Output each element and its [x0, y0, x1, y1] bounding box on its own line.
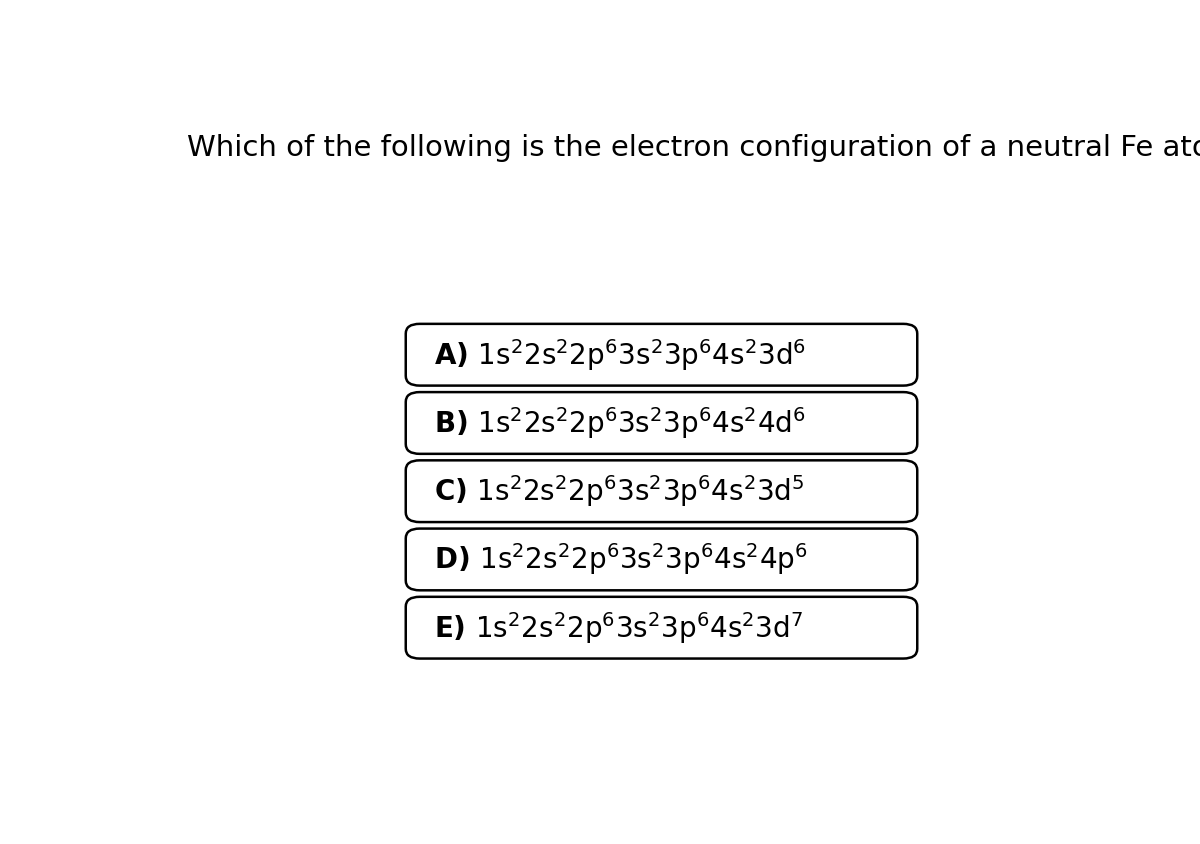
FancyBboxPatch shape	[406, 597, 917, 658]
FancyBboxPatch shape	[406, 392, 917, 454]
FancyBboxPatch shape	[406, 324, 917, 386]
Text: C) $\mathrm{1s^22s^22p^63s^23p^64s^23d^5}$: C) $\mathrm{1s^22s^22p^63s^23p^64s^23d^5…	[433, 473, 804, 509]
Text: E) $\mathrm{1s^22s^22p^63s^23p^64s^23d^7}$: E) $\mathrm{1s^22s^22p^63s^23p^64s^23d^7…	[433, 609, 803, 646]
Text: A) $\mathrm{1s^22s^22p^63s^23p^64s^23d^6}$: A) $\mathrm{1s^22s^22p^63s^23p^64s^23d^6…	[433, 337, 805, 373]
FancyBboxPatch shape	[406, 460, 917, 522]
FancyBboxPatch shape	[406, 528, 917, 590]
Text: D) $\mathrm{1s^22s^22p^63s^23p^64s^24p^6}$: D) $\mathrm{1s^22s^22p^63s^23p^64s^24p^6…	[433, 542, 808, 577]
Text: Which of the following is the electron configuration of a neutral Fe atom?: Which of the following is the electron c…	[187, 133, 1200, 162]
Text: B) $\mathrm{1s^22s^22p^63s^23p^64s^24d^6}$: B) $\mathrm{1s^22s^22p^63s^23p^64s^24d^6…	[433, 405, 805, 441]
